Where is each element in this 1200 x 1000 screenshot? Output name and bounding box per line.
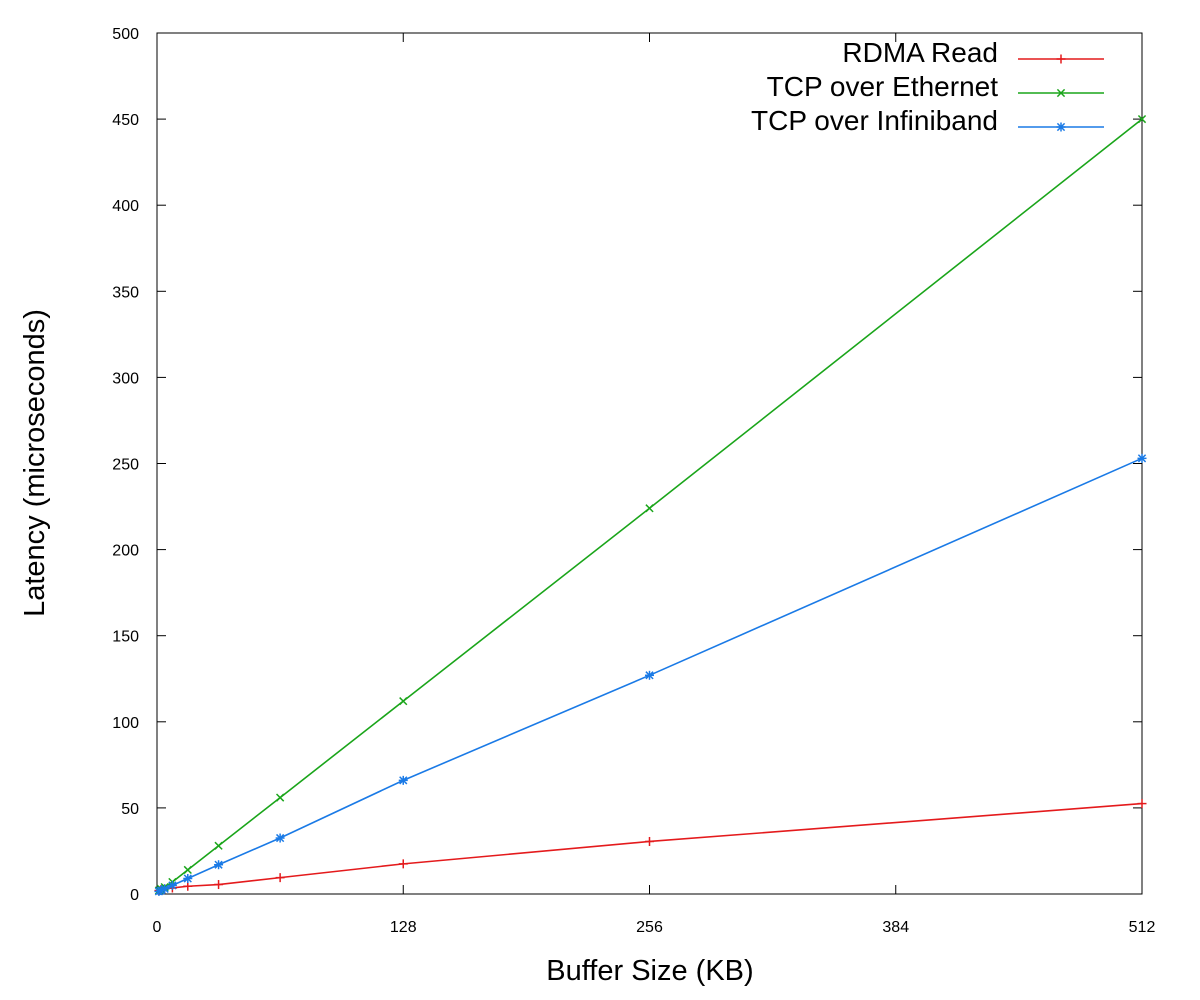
data-point-rdma-read xyxy=(183,881,193,891)
legend-label-rdma-read: RDMA Read xyxy=(842,37,998,68)
legend-label-tcp-over-ethernet: TCP over Ethernet xyxy=(767,71,999,102)
x-tick-label: 384 xyxy=(882,919,909,936)
x-tick-label: 0 xyxy=(153,919,162,936)
y-tick-label: 100 xyxy=(112,715,139,732)
data-point-tcp-over-ethernet xyxy=(645,504,654,513)
legend-marker-tcp-over-ethernet xyxy=(1056,88,1066,98)
data-point-tcp-over-infiniband xyxy=(160,884,170,894)
legend-marker-tcp-over-infiniband xyxy=(1056,122,1066,132)
x-axis-title: Buffer Size (KB) xyxy=(546,955,753,987)
y-tick-label: 300 xyxy=(112,370,139,387)
data-point-tcp-over-ethernet xyxy=(214,841,223,850)
data-point-tcp-over-infiniband xyxy=(275,833,285,843)
data-point-tcp-over-ethernet xyxy=(275,793,285,802)
legend-label-tcp-over-infiniband: TCP over Infiniband xyxy=(751,105,998,136)
data-point-tcp-over-infiniband xyxy=(214,860,224,870)
data-point-tcp-over-infiniband xyxy=(167,880,177,890)
series-line-tcp-over-ethernet xyxy=(158,118,1143,892)
y-tick-label: 250 xyxy=(112,457,139,474)
series-layer xyxy=(154,114,1147,896)
y-tick-label: 400 xyxy=(112,198,139,215)
axis-ticks: 0 50 100 150 200 250 300 350 400 450 500 0 128 256 384… xyxy=(112,26,1155,936)
legend-marker-rdma-read xyxy=(1056,54,1066,64)
data-point-tcp-over-infiniband xyxy=(1137,453,1147,463)
data-point-rdma-read xyxy=(1137,799,1147,809)
y-tick-label: 450 xyxy=(112,112,139,129)
data-point-rdma-read xyxy=(398,859,408,869)
data-point-tcp-over-ethernet xyxy=(399,697,408,706)
y-tick-label: 0 xyxy=(130,887,139,904)
data-point-rdma-read xyxy=(645,836,654,846)
x-tick-label: 256 xyxy=(636,919,663,936)
x-tick-label: 128 xyxy=(390,919,417,936)
series-line-rdma-read xyxy=(158,802,1143,892)
data-point-tcp-over-infiniband xyxy=(398,775,408,785)
data-point-rdma-read xyxy=(214,880,224,890)
y-tick-label: 50 xyxy=(121,801,139,818)
y-tick-label: 350 xyxy=(112,284,139,301)
data-point-tcp-over-ethernet xyxy=(183,865,192,875)
data-point-tcp-over-infiniband xyxy=(645,670,654,680)
y-tick-label: 200 xyxy=(112,543,139,560)
data-point-rdma-read xyxy=(275,873,285,883)
data-point-tcp-over-ethernet xyxy=(1137,114,1147,124)
y-tick-label: 150 xyxy=(112,629,139,646)
plot-frame xyxy=(156,32,1143,895)
y-axis-title: Latency (microseconds) xyxy=(19,309,51,617)
x-tick-label: 512 xyxy=(1129,919,1156,936)
y-tick-label: 500 xyxy=(112,26,139,43)
data-point-tcp-over-infiniband xyxy=(183,874,193,884)
